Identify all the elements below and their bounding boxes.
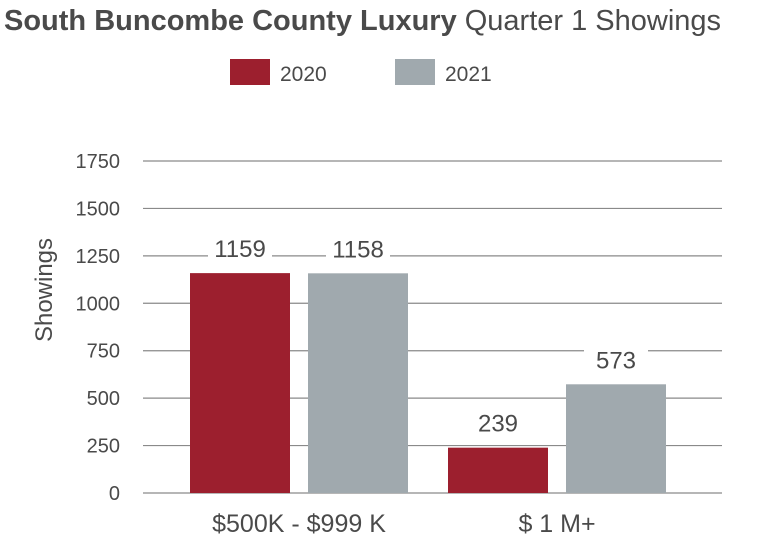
data-label-2020-1: 239 bbox=[478, 411, 518, 438]
x-tick-label-1: $ 1 M+ bbox=[518, 510, 595, 538]
data-label-bg bbox=[208, 235, 272, 266]
legend-swatch-2021 bbox=[395, 59, 435, 85]
data-label-2021-0: 1158 bbox=[332, 236, 384, 263]
data-label-bg bbox=[584, 346, 648, 377]
x-axis: $500K - $999 K $ 1 M+ bbox=[212, 510, 595, 538]
y-tick-label-1750: 1750 bbox=[76, 151, 121, 173]
y-tick-label-1500: 1500 bbox=[76, 198, 121, 220]
bar-2021-1 bbox=[566, 384, 666, 493]
data-label-2020-0: 1159 bbox=[214, 236, 266, 263]
y-axis: 0 250 500 750 1000 1250 1500 1750 bbox=[76, 151, 121, 505]
chart-title: South Buncombe County Luxury Quarter 1 Sh… bbox=[4, 5, 721, 37]
bar-2021-0 bbox=[308, 273, 408, 493]
y-tick-label-500: 500 bbox=[87, 388, 120, 410]
bars: 1159 1158 239 573 bbox=[190, 235, 666, 493]
legend: 2020 2021 bbox=[230, 59, 492, 86]
bar-2020-0 bbox=[190, 273, 290, 493]
y-axis-label: Showings bbox=[31, 238, 58, 342]
y-tick-label-0: 0 bbox=[109, 483, 120, 505]
y-tick-label-1000: 1000 bbox=[76, 293, 121, 315]
data-label-bg bbox=[466, 409, 530, 440]
y-tick-label-750: 750 bbox=[87, 341, 120, 363]
data-label-2021-1: 573 bbox=[596, 347, 636, 374]
data-label-bg bbox=[326, 235, 390, 266]
x-tick-label-0: $500K - $999 K bbox=[212, 510, 386, 538]
legend-label-2021: 2021 bbox=[445, 63, 492, 86]
legend-swatch-2020 bbox=[230, 59, 270, 85]
y-tick-label-250: 250 bbox=[87, 436, 120, 458]
chart-title-regular: Quarter 1 Showings bbox=[465, 5, 721, 37]
y-tick-label-1250: 1250 bbox=[76, 246, 121, 268]
chart-title-bold: South Buncombe County Luxury bbox=[4, 5, 457, 37]
bar-2020-1 bbox=[448, 447, 548, 493]
legend-label-2020: 2020 bbox=[280, 63, 327, 86]
